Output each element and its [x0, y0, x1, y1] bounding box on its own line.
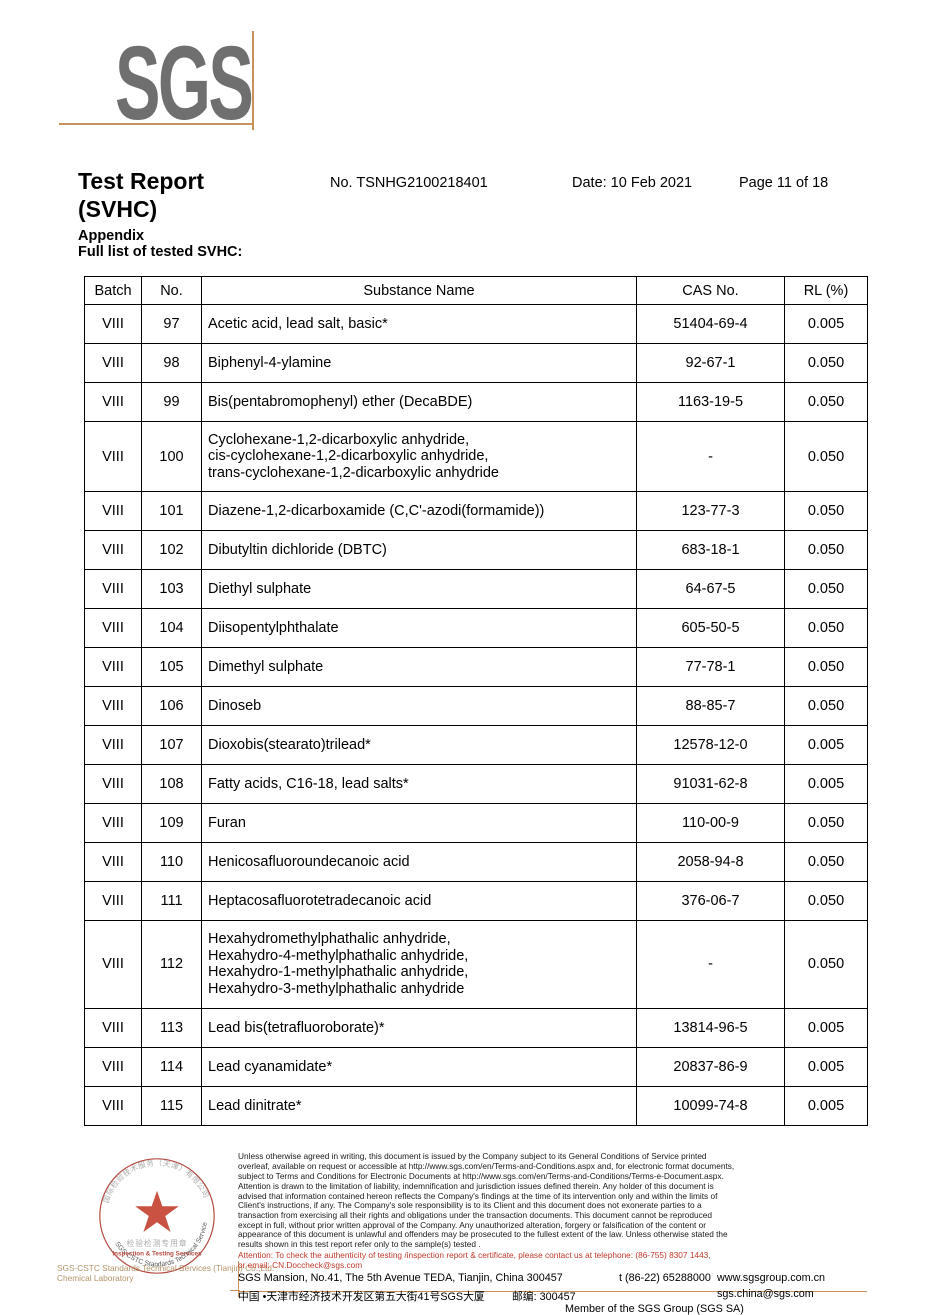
- svg-text:检验检测专用章: 检验检测专用章: [126, 1238, 187, 1248]
- svg-text:Inspection & Testing Services: Inspection & Testing Services: [112, 1251, 202, 1258]
